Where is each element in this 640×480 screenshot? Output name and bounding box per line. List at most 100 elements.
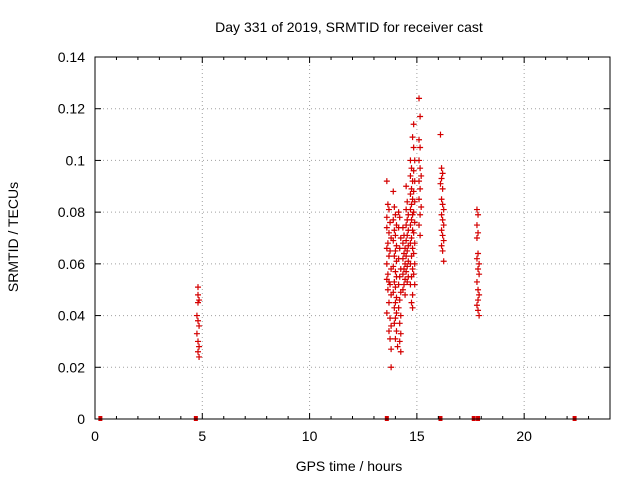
data-point — [475, 250, 482, 257]
data-point — [399, 255, 406, 262]
data-point — [387, 247, 394, 254]
data-point — [416, 136, 423, 143]
x-tick-label: 20 — [516, 428, 532, 444]
data-point — [475, 266, 482, 273]
data-point — [438, 227, 445, 234]
data-point — [394, 343, 401, 350]
data-point — [399, 271, 406, 278]
data-point — [417, 165, 424, 172]
y-axis-label: SRMTID / TECUs — [5, 182, 21, 292]
data-point — [399, 240, 406, 247]
data-point — [409, 245, 416, 252]
data-point — [387, 281, 394, 288]
data-point — [396, 214, 403, 221]
data-point — [410, 144, 417, 151]
data-point — [397, 235, 404, 241]
data-point — [417, 113, 424, 120]
data-point — [440, 237, 447, 244]
data-point — [383, 214, 390, 221]
data-point — [404, 278, 411, 285]
data-point — [410, 188, 417, 195]
data-point — [407, 222, 414, 229]
data-point — [410, 209, 417, 216]
x-tick-label: 15 — [409, 428, 425, 444]
data-point — [475, 297, 482, 304]
data-point — [408, 216, 415, 223]
data-point — [473, 278, 480, 285]
data-point — [409, 304, 416, 311]
data-point — [195, 291, 201, 298]
data-point — [392, 211, 399, 218]
data-point — [411, 198, 418, 205]
data-point — [418, 203, 425, 210]
data-point — [391, 253, 398, 260]
data-point — [395, 304, 402, 311]
data-point — [440, 206, 447, 213]
data-point — [476, 260, 483, 267]
data-point — [475, 229, 482, 236]
data-point — [392, 284, 399, 291]
data-point — [476, 312, 483, 319]
data-point — [388, 364, 395, 371]
data-point — [408, 299, 415, 306]
data-point — [410, 167, 417, 174]
data-point — [390, 289, 397, 296]
data-point — [416, 222, 423, 229]
data-point — [437, 180, 444, 187]
data-point — [408, 235, 415, 241]
data-point — [392, 299, 399, 306]
data-point — [392, 268, 399, 275]
plot-frame — [94, 56, 611, 420]
data-point — [411, 260, 418, 267]
data-point — [396, 338, 403, 345]
data-point — [385, 229, 392, 236]
data-point — [411, 240, 418, 247]
data-point — [416, 196, 423, 203]
data-point — [383, 260, 390, 267]
data-point — [439, 201, 446, 208]
data-point — [417, 211, 424, 218]
data-point — [438, 165, 445, 172]
data-point — [439, 216, 446, 223]
data-point — [409, 291, 416, 298]
data-point — [403, 268, 410, 275]
data-point — [403, 183, 410, 190]
data-point — [407, 191, 414, 198]
data-point — [195, 299, 201, 306]
x-tick-label: 10 — [302, 428, 318, 444]
data-point — [404, 263, 411, 270]
data-point — [393, 309, 400, 316]
data-point — [473, 302, 480, 309]
data-point — [409, 134, 416, 141]
data-point — [417, 185, 424, 192]
chart-title: Day 331 of 2019, SRMTID for receiver cas… — [215, 19, 483, 35]
data-point — [385, 206, 392, 213]
data-point — [416, 95, 423, 102]
data-point — [411, 219, 418, 226]
data-point — [385, 253, 392, 260]
data-point — [396, 245, 403, 252]
data-point — [404, 247, 411, 254]
y-tick-label: 0.12 — [58, 101, 85, 117]
data-points — [193, 95, 483, 371]
data-point — [410, 229, 417, 236]
x-axis-label: GPS time / hours — [296, 458, 403, 474]
data-point — [195, 338, 201, 345]
data-point — [396, 320, 403, 327]
data-point — [396, 273, 403, 280]
data-point — [473, 235, 480, 241]
data-point — [193, 312, 200, 319]
data-point — [195, 284, 201, 291]
x-tick-labels: 0 5 10 15 20 — [91, 428, 532, 444]
data-point — [475, 211, 482, 218]
y-tick-label: 0.14 — [58, 49, 85, 65]
data-point — [473, 255, 480, 262]
data-point — [411, 281, 418, 288]
grid — [95, 57, 610, 419]
data-point — [476, 291, 483, 298]
data-point — [438, 196, 445, 203]
data-point — [384, 286, 391, 293]
data-point — [440, 258, 447, 265]
data-point — [473, 222, 480, 229]
